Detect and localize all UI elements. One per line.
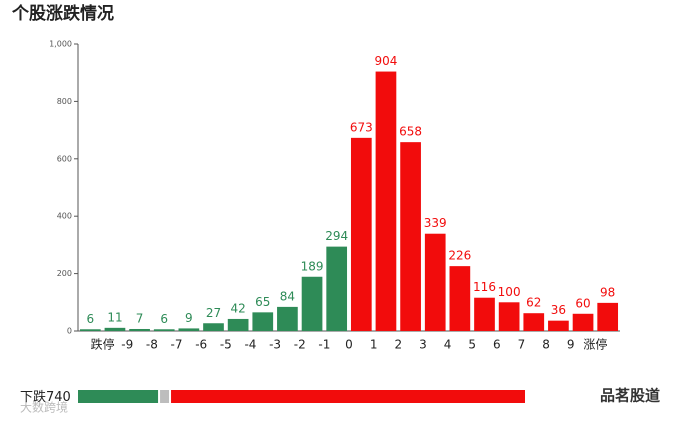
data-label: 98 <box>600 285 615 299</box>
x-tick-label: -6 <box>195 338 207 352</box>
data-label: 42 <box>230 301 245 315</box>
bar <box>79 329 101 331</box>
bar <box>153 329 175 331</box>
chart-title: 个股涨跌情况 <box>11 3 114 24</box>
summary-label-text: 下跌 <box>20 389 46 405</box>
x-tick-label: 7 <box>518 338 526 352</box>
x-tick-label: -5 <box>220 338 232 352</box>
bar <box>400 142 421 331</box>
x-tick-label: 8 <box>542 338 550 352</box>
data-label: 226 <box>448 249 471 263</box>
data-label: 904 <box>375 54 398 68</box>
x-tick-label: 1 <box>370 338 378 352</box>
y-tick-label: 400 <box>57 212 72 221</box>
y-tick-label: 0 <box>67 327 72 336</box>
watermark: 品茗股道 <box>600 387 660 405</box>
bar <box>375 71 397 331</box>
y-tick-label: 1,000 <box>49 40 72 49</box>
bar <box>597 302 619 331</box>
x-tick-label: -9 <box>121 338 133 352</box>
bar <box>178 328 200 331</box>
x-tick-label: 9 <box>567 338 575 352</box>
bar <box>104 327 126 331</box>
data-label: 60 <box>575 296 590 310</box>
x-tick-label: 6 <box>493 338 501 352</box>
y-tick-label: 800 <box>57 97 72 106</box>
summary-segment <box>171 390 526 403</box>
data-label: 189 <box>301 259 324 273</box>
x-tick-label: -8 <box>146 338 158 352</box>
bar <box>523 313 545 331</box>
data-label: 11 <box>107 310 122 324</box>
x-tick-label: 跌停 <box>91 337 115 352</box>
summary-segment <box>78 390 159 403</box>
bar <box>350 137 372 331</box>
bar <box>474 297 495 331</box>
y-tick-label: 600 <box>57 154 72 163</box>
x-tick-label: -7 <box>171 338 183 352</box>
data-label: 9 <box>185 311 193 325</box>
data-label: 673 <box>350 120 373 134</box>
x-tick-label: 2 <box>394 338 402 352</box>
data-label: 65 <box>255 295 270 309</box>
data-label: 100 <box>498 285 521 299</box>
x-tick-label: -2 <box>294 338 306 352</box>
bar <box>449 266 471 331</box>
data-label: 658 <box>399 125 422 139</box>
x-tick-label: -1 <box>318 338 330 352</box>
data-label: 116 <box>473 280 496 294</box>
data-label: 294 <box>325 229 348 243</box>
bar <box>203 323 224 331</box>
bar <box>424 233 446 331</box>
data-label: 6 <box>86 312 94 326</box>
bar <box>326 246 348 331</box>
x-tick-label: 3 <box>419 338 427 352</box>
data-label: 62 <box>526 296 541 310</box>
x-tick-label: 4 <box>444 338 452 352</box>
bar <box>277 306 298 331</box>
bar <box>301 276 323 331</box>
bar <box>227 318 249 331</box>
x-tick-label: -4 <box>244 338 256 352</box>
x-tick-label: -3 <box>269 338 281 352</box>
bar <box>572 313 594 331</box>
x-tick-label: 0 <box>345 338 353 352</box>
data-label: 7 <box>136 311 144 325</box>
bar <box>548 320 569 331</box>
summary-down-value: 740 <box>46 390 71 405</box>
data-label: 84 <box>280 289 295 303</box>
data-label: 339 <box>424 216 447 230</box>
bar <box>498 302 520 331</box>
x-tick-label: 涨停 <box>583 337 607 352</box>
bar <box>129 328 150 331</box>
summary-segment <box>160 390 170 403</box>
y-tick-label: 200 <box>57 269 72 278</box>
watermark: 大数跨境 <box>20 400 68 415</box>
data-label: 36 <box>551 303 566 317</box>
bar <box>252 312 274 331</box>
x-tick-label: 5 <box>468 338 476 352</box>
summary-label: 下跌740 <box>20 389 71 405</box>
data-label: 27 <box>206 306 221 320</box>
data-label: 6 <box>160 312 168 326</box>
